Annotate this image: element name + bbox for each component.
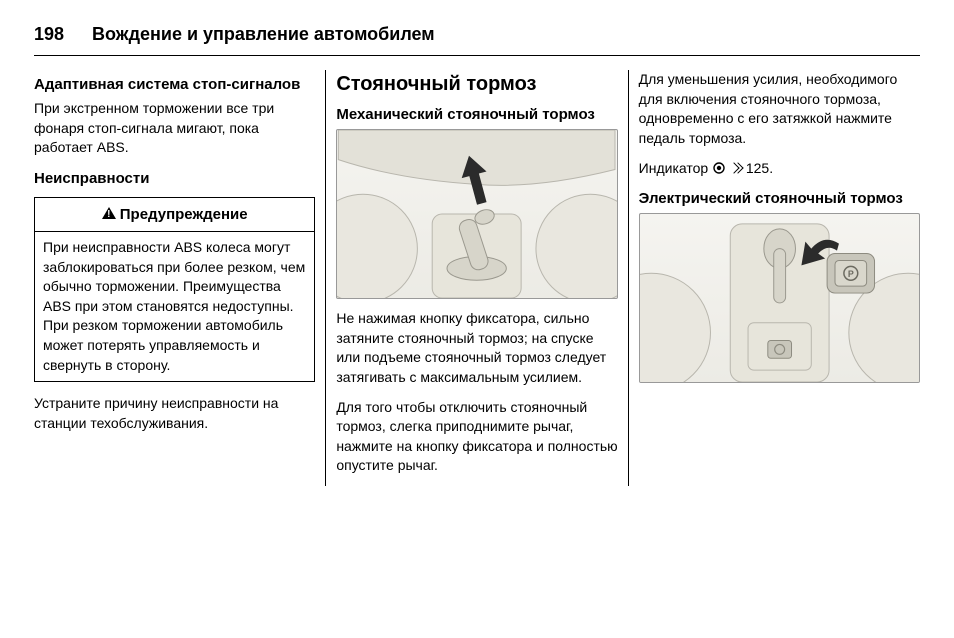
para-mech-1: Не нажимая кнопку фиксатора, сильно затя… (336, 309, 617, 387)
illustration-mechanical-brake (336, 129, 617, 299)
column-1: Адаптивная система стоп-сигналов При экс… (34, 70, 325, 486)
indicator-label: Индикатор (639, 160, 712, 176)
svg-text:P: P (848, 269, 854, 279)
illustration-electric-brake: P (639, 213, 920, 383)
chapter-title: Вождение и управление автомобилем (92, 22, 435, 47)
indicator-ref: 125. (742, 160, 773, 176)
parking-brake-indicator-icon (712, 161, 726, 175)
content-columns: Адаптивная система стоп-сигналов При экс… (34, 70, 920, 486)
page-header: 198 Вождение и управление автомобилем (34, 22, 920, 56)
page-reference-icon (730, 162, 742, 174)
warning-body: При неисправности ABS колеса могут забло… (35, 232, 314, 381)
para-mech-2: Для того чтобы отключить стояночный торм… (336, 398, 617, 476)
warning-title-text: Предупреждение (120, 204, 248, 225)
heading-parking-brake: Стояночный тормоз (336, 70, 617, 98)
indicator-line: Индикатор 125. (639, 159, 920, 179)
warning-title: Предупреждение (35, 198, 314, 232)
heading-faults: Неисправности (34, 168, 315, 189)
para-elec-intro: Для уменьшения усилия, необходимого для … (639, 70, 920, 148)
para-adaptive-stop: При экстренном торможении все три фонаря… (34, 99, 315, 158)
heading-adaptive-stop: Адаптивная система стоп-сигналов (34, 74, 315, 95)
heading-electric-brake: Электрический стояночный тормоз (639, 188, 920, 209)
heading-mechanical-brake: Механический стояночный тормоз (336, 104, 617, 125)
para-fix: Устраните причину неисправности на станц… (34, 394, 315, 433)
page-number: 198 (34, 22, 64, 47)
column-2: Стояночный тормоз Механический стояночны… (325, 70, 627, 486)
column-3: Для уменьшения усилия, необходимого для … (628, 70, 920, 486)
warning-box: Предупреждение При неисправности ABS кол… (34, 197, 315, 382)
warning-triangle-icon (102, 207, 116, 221)
